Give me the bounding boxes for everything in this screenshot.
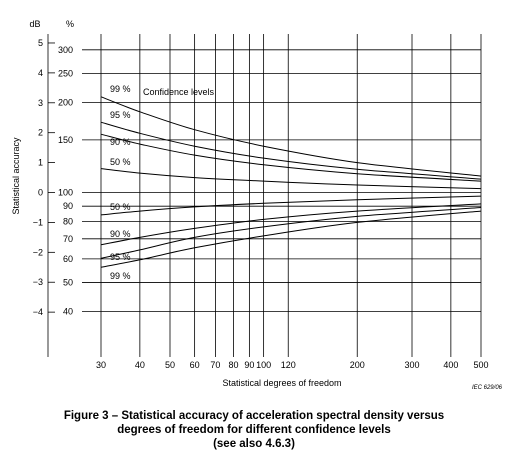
chart: dB % Statistical accuracy Statistical de…: [11, 19, 503, 391]
x-tick-label: 400: [443, 360, 458, 370]
x-tick-label: 300: [404, 360, 419, 370]
curves: [100, 96, 482, 268]
x-tick-label: 90: [244, 360, 254, 370]
series-label: 50 %: [110, 202, 131, 212]
caption-line-3: (see also 4.6.3): [213, 438, 295, 450]
series-label: 50 %: [110, 157, 131, 167]
series-line: [100, 203, 482, 246]
percent-tick-label: 80: [63, 216, 73, 226]
x-tick-label: 60: [190, 360, 200, 370]
db-tick-label: 1: [38, 158, 43, 168]
series-label: 95 %: [110, 252, 131, 262]
db-tick-label: −3: [33, 277, 43, 287]
db-tick-label: 5: [38, 38, 43, 48]
series-line: [100, 133, 482, 182]
series-label: 90 %: [110, 229, 131, 239]
percent-tick-label: 100: [58, 188, 73, 198]
caption-line-2: degrees of freedom for different confide…: [117, 424, 391, 436]
percent-tick-label: 70: [63, 234, 73, 244]
db-tick-label: 2: [38, 128, 43, 138]
percent-unit-label: %: [66, 19, 74, 29]
x-axis-title: Statistical degrees of freedom: [222, 378, 341, 388]
x-tick-label: 80: [228, 360, 238, 370]
x-tick-label: 120: [281, 360, 296, 370]
y-axis-title: Statistical accuracy: [11, 137, 21, 215]
db-tick-label: 0: [38, 188, 43, 198]
x-tick-label: 50: [165, 360, 175, 370]
percent-tick-label: 60: [63, 254, 73, 264]
percent-tick-label: 300: [58, 45, 73, 55]
percent-tick-label: 200: [58, 97, 73, 107]
series-line: [100, 210, 482, 268]
x-tick-label: 500: [473, 360, 488, 370]
series-label: 90 %: [110, 137, 131, 147]
x-tick-label: 30: [96, 360, 106, 370]
db-tick-label: −2: [33, 247, 43, 257]
x-tick-label: 200: [350, 360, 365, 370]
percent-tick-label: 50: [63, 278, 73, 288]
percent-tick-label: 90: [63, 201, 73, 211]
x-tick-label: 40: [135, 360, 145, 370]
x-tick-label: 70: [210, 360, 220, 370]
db-tick-label: 3: [38, 98, 43, 108]
series-line: [100, 207, 482, 259]
series-line: [100, 121, 482, 180]
db-tick-label: 4: [38, 68, 43, 78]
caption-line-1: Figure 3 – Statistical accuracy of accel…: [63, 410, 445, 422]
figure-caption: Figure 3 – Statistical accuracy of accel…: [0, 409, 508, 451]
percent-tick-label: 40: [63, 307, 73, 317]
x-tick-label: 100: [256, 360, 271, 370]
series-label: 95 %: [110, 110, 131, 120]
grid: [47, 34, 482, 357]
series-line: [100, 168, 482, 190]
series-label: 99 %: [110, 271, 131, 281]
percent-tick-label: 150: [58, 135, 73, 145]
series-line: [100, 195, 482, 216]
iec-ref-code: IEC 629/06: [472, 385, 503, 391]
series-labels: 99 % 95 % 90 % 50 % 50 % 90 % 95 % 99 %: [110, 84, 131, 281]
confidence-levels-annotation: Confidence levels: [143, 87, 215, 97]
series-line: [100, 96, 482, 177]
db-tick-label: −1: [33, 217, 43, 227]
percent-tick-label: 250: [58, 68, 73, 78]
tick-labels: 30 40 50 60 70 80 90 100 120 200 300 400 50030025020…: [33, 38, 489, 370]
series-label: 99 %: [110, 84, 131, 94]
db-unit-label: dB: [29, 19, 40, 29]
db-tick-label: −4: [33, 307, 43, 317]
